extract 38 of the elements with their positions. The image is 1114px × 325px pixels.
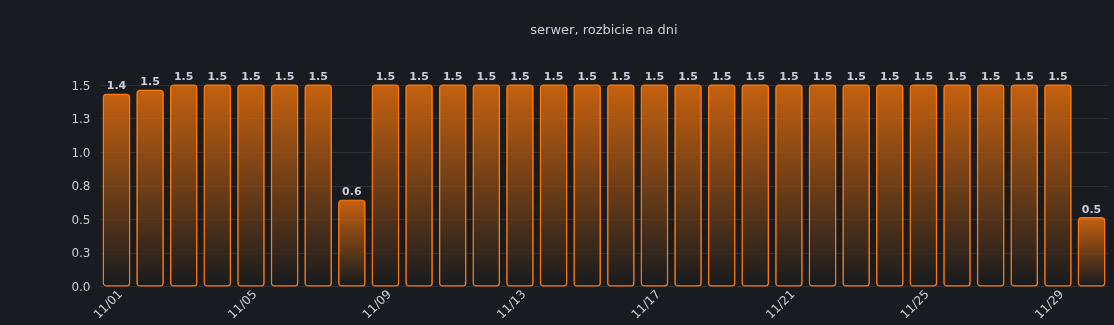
y-tick-label: 0.3 [71, 246, 91, 260]
data-label: 1.5 [980, 70, 1001, 83]
data-label: 0.6 [342, 185, 362, 199]
data-label: 1.5 [577, 70, 597, 83]
data-label: 1.5 [880, 70, 900, 83]
data-label: 1.5 [476, 70, 497, 83]
y-tick-label: 1.3 [71, 112, 91, 126]
data-label: 1.4 [106, 79, 127, 93]
data-label: 1.5 [1048, 70, 1068, 83]
data-label: 1.5 [308, 70, 328, 83]
data-label: 1.5 [678, 70, 698, 83]
chart-title: serwer, rozbicie na dni [530, 22, 678, 37]
data-label: 1.5 [140, 75, 160, 89]
y-tick-label: 1.5 [71, 78, 91, 93]
data-label: 1.5 [207, 70, 228, 83]
data-label: 0.5 [1081, 202, 1102, 216]
data-label: 1.5 [846, 70, 866, 83]
data-label: 1.5 [779, 70, 799, 83]
data-label: 1.5 [1014, 70, 1035, 83]
data-label: 1.5 [644, 70, 665, 83]
data-label: 1.5 [711, 70, 732, 83]
data-label: 1.5 [947, 70, 967, 83]
data-label: 1.5 [611, 70, 631, 83]
data-label: 1.5 [543, 70, 564, 83]
data-label: 1.5 [442, 70, 463, 83]
data-label: 1.5 [745, 70, 766, 83]
data-label: 1.5 [274, 70, 295, 83]
y-tick-label: 0.0 [71, 279, 91, 294]
y-tick-label: 0.8 [71, 179, 91, 193]
data-label: 1.5 [913, 70, 934, 83]
y-tick-label: 0.5 [71, 212, 91, 227]
data-label: 1.5 [173, 70, 194, 83]
data-label: 1.5 [409, 70, 429, 83]
data-label: 1.5 [812, 70, 833, 83]
data-label: 1.5 [241, 70, 261, 83]
y-tick-label: 1.0 [71, 145, 91, 160]
data-label: 1.5 [375, 70, 396, 83]
data-label: 1.5 [510, 70, 530, 83]
